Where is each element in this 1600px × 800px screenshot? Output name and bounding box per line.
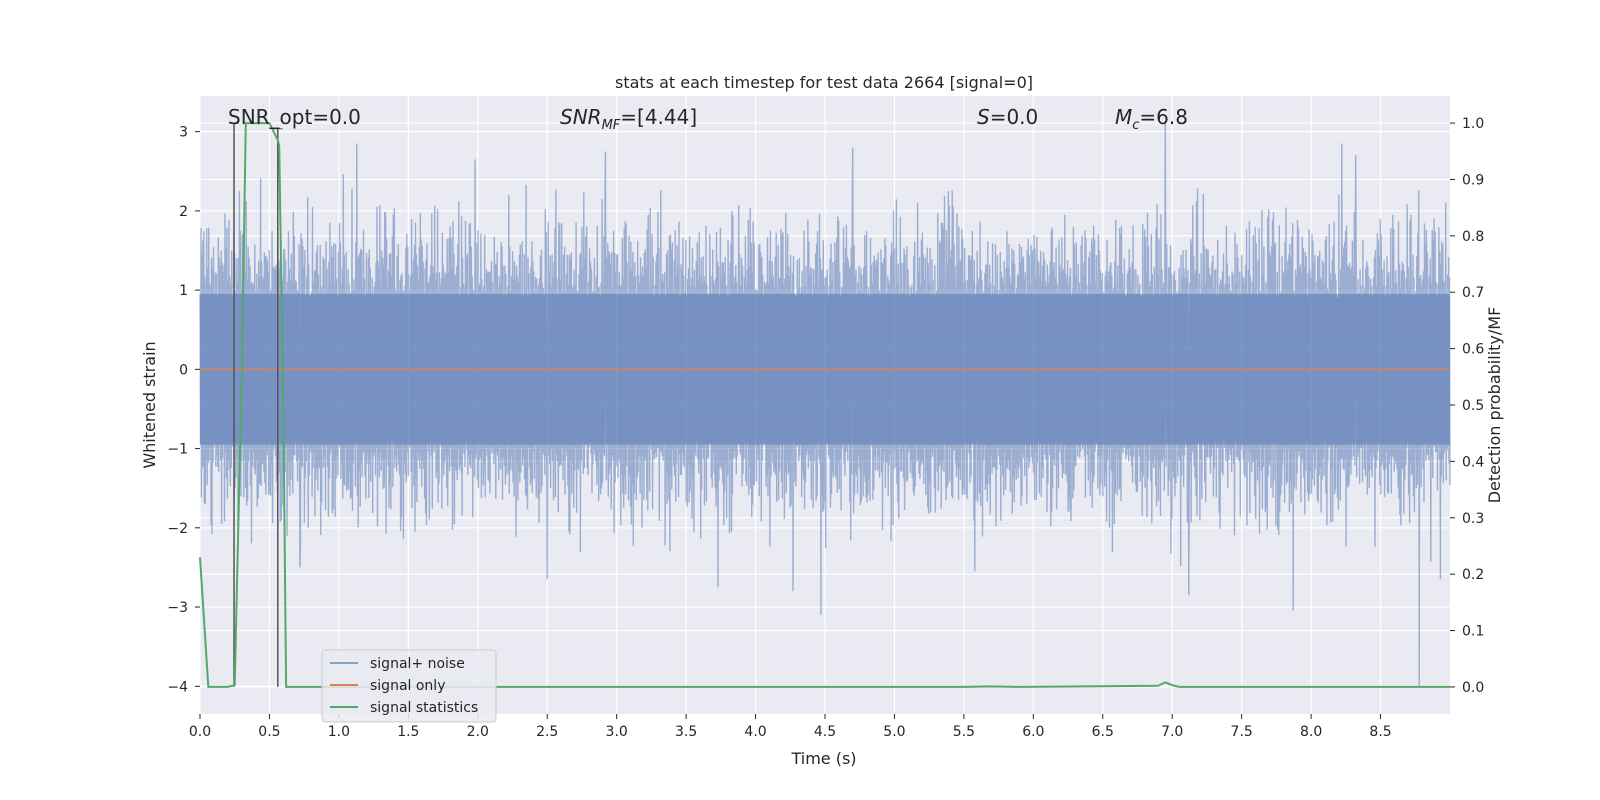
y-tick-label: −1 — [167, 442, 188, 458]
mc-symbol: M — [1115, 105, 1132, 129]
x-tick-label: 2.5 — [536, 724, 558, 740]
s-symbol: S — [977, 105, 990, 129]
y2-tick-label: 0.8 — [1462, 229, 1484, 245]
annotation-mc: Mc=6.8 — [1115, 105, 1188, 133]
x-axis-label: Time (s) — [790, 749, 856, 768]
x-tick-label: 5.0 — [883, 724, 905, 740]
y2-tick-label: 0.6 — [1462, 342, 1484, 358]
mc-value: =6.8 — [1139, 105, 1188, 129]
y2-axis-label: Detection probability/MF — [1485, 307, 1504, 504]
annotation-snr-opt: SNR_opt=0.0 — [228, 105, 361, 129]
y-tick-label: 0 — [179, 362, 188, 378]
x-tick-label: 4.0 — [744, 724, 766, 740]
x-tick-label: 8.5 — [1369, 724, 1391, 740]
annotation-snr-mf: SNRMF=[4.44] — [560, 105, 697, 133]
legend: signal+ noise signal only signal statist… — [321, 649, 497, 723]
x-tick-label: 0.0 — [189, 724, 211, 740]
x-tick-label: 3.0 — [606, 724, 628, 740]
y2-tick-label: 0.5 — [1462, 398, 1484, 414]
ticks: 0.0 0.5 1.0 1.5 2.0 2.5 3.0 3.5 4.0 4.5 5.0 5.5 6.0 6… — [167, 116, 1484, 740]
y-axis-label: Whitened strain — [140, 341, 159, 468]
legend-label-signal-noise: signal+ noise — [370, 656, 465, 672]
y2-tick-label: 0.3 — [1462, 511, 1484, 527]
x-tick-label: 7.5 — [1231, 724, 1253, 740]
y2-tick-label: 0.4 — [1462, 454, 1484, 470]
snr-mf-subscript: MF — [602, 118, 621, 133]
y-tick-label: 1 — [179, 283, 188, 299]
x-tick-label: 5.5 — [953, 724, 975, 740]
x-tick-label: 6.5 — [1092, 724, 1114, 740]
x-tick-label: 0.5 — [258, 724, 280, 740]
x-tick-label: 2.0 — [467, 724, 489, 740]
annotation-s: S=0.0 — [977, 105, 1038, 129]
legend-label-signal-statistics: signal statistics — [370, 700, 478, 716]
y2-tick-label: 0.2 — [1462, 567, 1484, 583]
x-tick-label: 1.5 — [397, 724, 419, 740]
mc-subscript: c — [1132, 118, 1139, 133]
legend-label-signal-only: signal only — [370, 678, 445, 694]
chart-title: stats at each timestep for test data 266… — [615, 73, 1033, 92]
series-signal-statistics-line — [199, 122, 1450, 688]
legend-box — [321, 649, 497, 723]
y-tick-label: −4 — [167, 679, 188, 695]
x-tick-label: 4.5 — [814, 724, 836, 740]
x-tick-label: 7.0 — [1161, 724, 1183, 740]
snr-mf-value: =[4.44] — [620, 105, 697, 129]
y-tick-label: −3 — [167, 600, 188, 616]
y-tick-label: 2 — [179, 204, 188, 220]
y2-tick-label: 0.9 — [1462, 172, 1484, 188]
s-value: =0.0 — [990, 105, 1039, 129]
y2-tick-label: 1.0 — [1462, 116, 1484, 132]
y2-tick-label: 0.7 — [1462, 285, 1484, 301]
x-tick-label: 1.0 — [328, 724, 350, 740]
y2-tick-label: 0.0 — [1462, 680, 1484, 696]
series-signal-noise-line — [199, 123, 1451, 687]
y-tick-label: −2 — [167, 521, 188, 537]
snr-mf-symbol: SNR — [560, 105, 602, 129]
series-layer — [199, 122, 1451, 688]
y2-tick-label: 0.1 — [1462, 624, 1484, 640]
y-tick-label: 3 — [179, 125, 188, 141]
x-tick-label: 3.5 — [675, 724, 697, 740]
x-tick-label: 8.0 — [1300, 724, 1322, 740]
x-tick-label: 6.0 — [1022, 724, 1044, 740]
